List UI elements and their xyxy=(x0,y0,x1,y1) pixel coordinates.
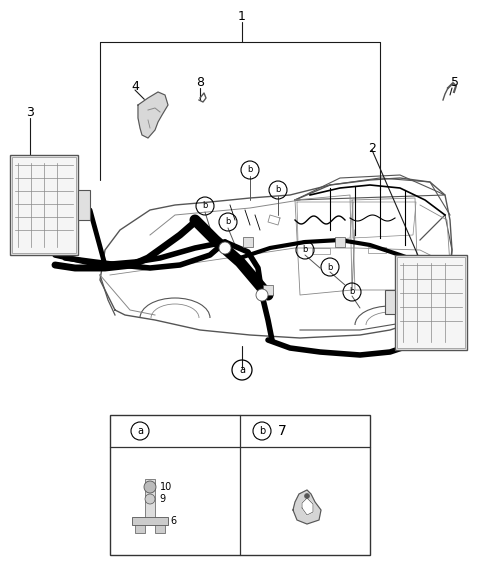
Text: b: b xyxy=(247,165,252,175)
Circle shape xyxy=(304,493,310,499)
Text: b: b xyxy=(276,186,281,194)
Text: 8: 8 xyxy=(196,75,204,89)
Circle shape xyxy=(144,481,156,493)
Bar xyxy=(78,190,90,220)
Text: 3: 3 xyxy=(26,106,34,120)
Bar xyxy=(132,517,168,525)
Bar xyxy=(335,237,345,247)
Circle shape xyxy=(145,494,155,504)
Bar xyxy=(368,247,386,253)
Bar xyxy=(397,257,465,348)
Polygon shape xyxy=(138,92,168,138)
Text: b: b xyxy=(349,287,355,297)
Text: 10: 10 xyxy=(160,482,172,492)
Text: 1: 1 xyxy=(238,11,246,23)
Text: 7: 7 xyxy=(278,424,287,438)
Text: b: b xyxy=(259,426,265,436)
Polygon shape xyxy=(302,498,313,515)
Text: a: a xyxy=(137,426,143,436)
Text: b: b xyxy=(202,201,208,210)
Text: b: b xyxy=(302,245,308,255)
Circle shape xyxy=(256,289,268,301)
Text: b: b xyxy=(327,262,333,272)
Bar xyxy=(395,255,467,350)
Text: 6: 6 xyxy=(170,516,176,526)
Bar xyxy=(312,248,330,254)
Text: 2: 2 xyxy=(368,141,376,155)
Bar xyxy=(135,525,145,533)
Bar xyxy=(110,415,370,555)
Bar xyxy=(243,237,253,247)
Bar xyxy=(263,285,273,295)
Polygon shape xyxy=(293,490,321,524)
Text: a: a xyxy=(239,365,245,375)
Bar xyxy=(10,155,78,255)
Bar xyxy=(385,290,395,314)
Bar xyxy=(155,525,165,533)
Text: 5: 5 xyxy=(451,77,459,89)
Text: 4: 4 xyxy=(131,79,139,92)
Text: b: b xyxy=(225,217,231,227)
Bar xyxy=(145,479,155,517)
Bar xyxy=(12,157,76,253)
Text: 9: 9 xyxy=(159,494,165,504)
Circle shape xyxy=(219,242,231,254)
